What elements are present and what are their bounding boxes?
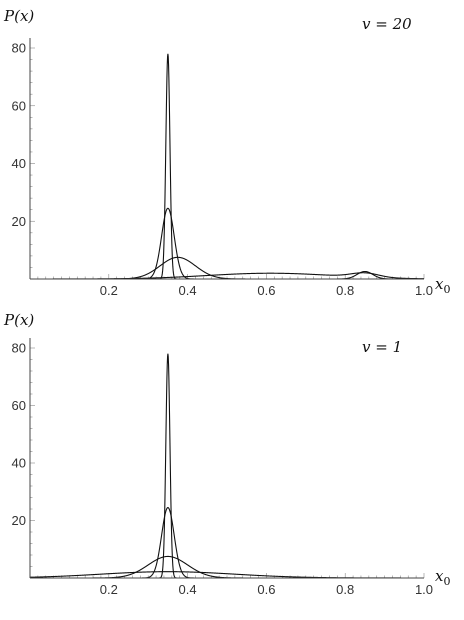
distribution-curve-1: [30, 53, 424, 280]
x-tick-label: 1.0: [415, 283, 433, 298]
y-tick-label: 60: [12, 398, 26, 413]
y-tick-label: 20: [12, 214, 26, 229]
x-tick-label: 0.6: [257, 582, 275, 597]
annotation-label: v = 1: [362, 338, 402, 356]
y-tick-label: 80: [12, 341, 26, 356]
distribution-curve-3: [30, 256, 424, 280]
distribution-curve-2: [30, 506, 424, 579]
x-tick-label: 0.8: [336, 582, 354, 597]
y-tick-label: 60: [12, 98, 26, 113]
x-axis-label: x0: [435, 275, 450, 296]
x-tick-label: 0.4: [179, 283, 197, 298]
y-tick-label: 80: [12, 41, 26, 56]
panel-top: P(x) v = 20 x0 0.2 0.4 0.6 0.8 1.0 20 40 60 80: [3, 7, 450, 298]
y-tick-label: 20: [12, 513, 26, 528]
x-axis-label: x0: [435, 567, 450, 588]
x-tick-label: 0.4: [179, 582, 197, 597]
distribution-curve-1: [30, 353, 424, 579]
x-tick-label: 0.8: [336, 283, 354, 298]
y-axis-label: P(x): [3, 7, 34, 25]
y-axis-label: P(x): [3, 311, 34, 329]
x-tick-label: 1.0: [415, 582, 433, 597]
panel-bottom: P(x) v = 1 x0 0.2 0.4 0.6 0.8 1.0 20 40 60 80: [3, 311, 450, 597]
y-tick-label: 40: [12, 456, 26, 471]
x-tick-label: 0.2: [100, 283, 118, 298]
x-tick-label: 0.2: [100, 582, 118, 597]
distribution-curve-2: [30, 207, 424, 280]
x-tick-label: 0.6: [257, 283, 275, 298]
annotation-label: v = 20: [362, 15, 412, 33]
y-tick-label: 40: [12, 156, 26, 171]
